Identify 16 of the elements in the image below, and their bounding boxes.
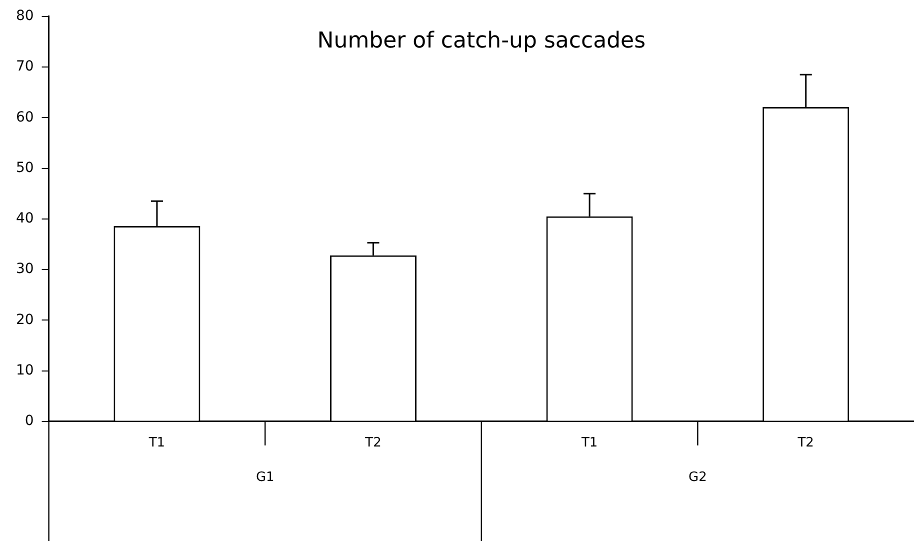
text: Number of catch-up saccades [317,28,646,54]
x-tick-label: T1 [148,436,166,451]
y-tick-label: 40 [16,210,34,227]
y-tick-label: 10 [16,362,34,378]
text: G2 [688,470,707,485]
x-tick-label: T1 [580,436,598,451]
x-tick-label: T2 [364,436,382,451]
x-tick-label: T2 [796,436,814,451]
y-tick-label: 30 [16,261,34,278]
y-tick-label: 0 [24,413,34,430]
y-tick-label: 80 [16,8,34,24]
y-tick-label: 50 [16,160,34,176]
text: G1 [256,470,274,485]
y-tick-label: 60 [16,109,34,126]
y-tick-label: 20 [16,312,34,328]
y-tick-label: 70 [16,58,34,75]
